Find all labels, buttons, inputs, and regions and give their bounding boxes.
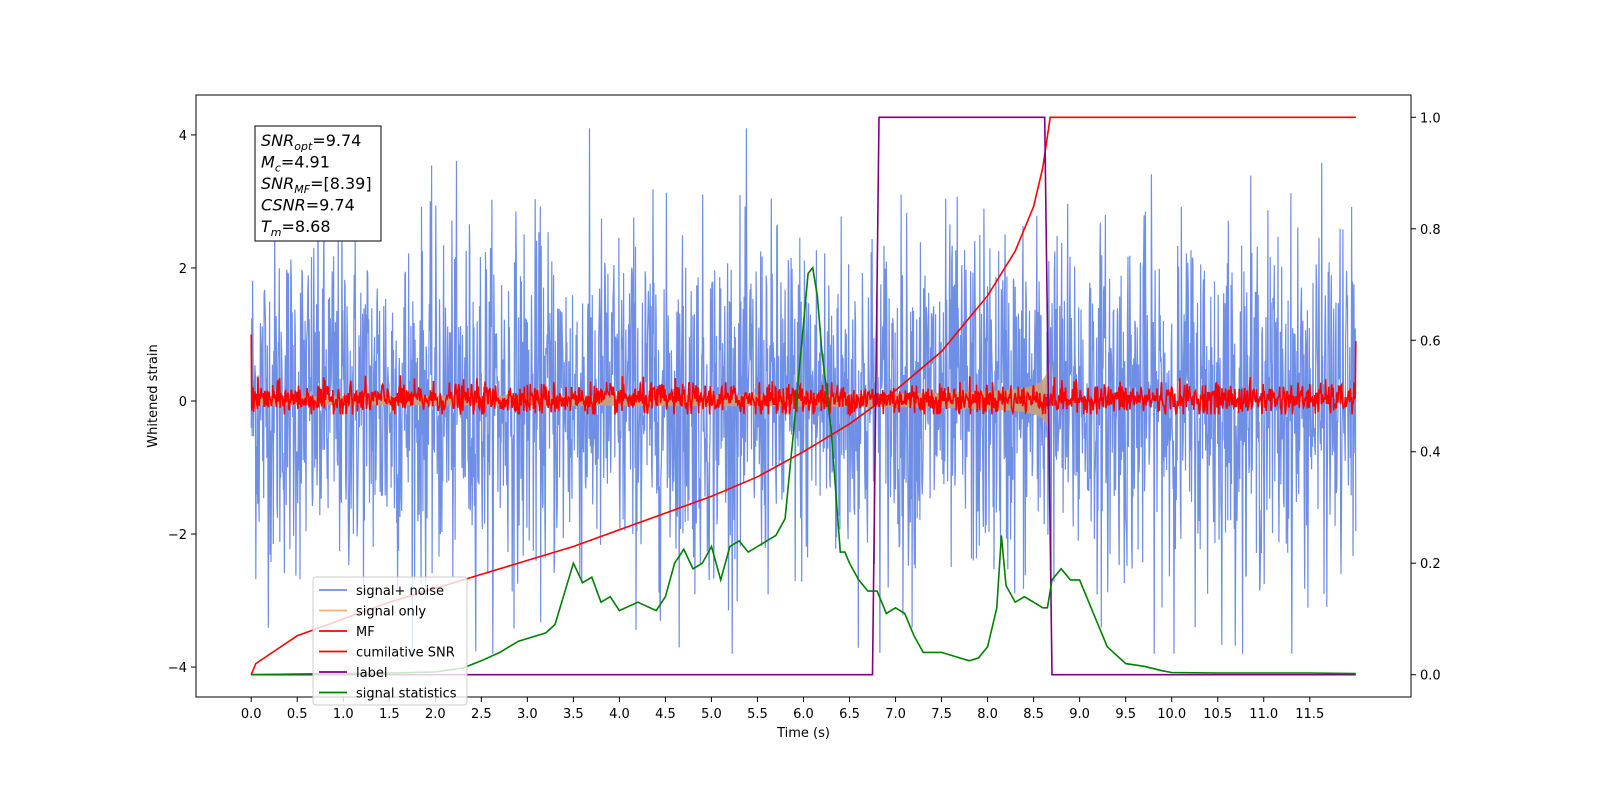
series-label-line: [251, 116, 1356, 676]
x-tick-label: 1.5: [379, 707, 400, 722]
legend-label: label: [356, 666, 387, 681]
legend-label: signal statistics: [356, 687, 457, 702]
x-tick-label: 11.5: [1295, 707, 1324, 722]
noise-layer: [250, 128, 1357, 654]
x-tick-label: 4.5: [655, 707, 676, 722]
annotation-line: SNRMF=[8.39]: [261, 174, 372, 196]
x-tick-label: 7.0: [885, 707, 906, 722]
series-mf-line: [250, 334, 1357, 418]
legend: signal+ noise signal only MF cumilative SNR…: [312, 576, 468, 706]
x-tick-label: 11.0: [1249, 707, 1278, 722]
annotation-line: Tm=8.68: [261, 217, 331, 239]
x-tick-label: 1.0: [333, 707, 354, 722]
x-tick-label: 8.0: [977, 707, 998, 722]
y2-tick-label: 0.4: [1420, 446, 1441, 461]
x-tick-label: 9.5: [1115, 707, 1136, 722]
x-tick-label: 2.0: [425, 707, 446, 722]
x-tick-label: 3.0: [517, 707, 538, 722]
annotation-frame: [254, 125, 382, 242]
y-tick-label: −4: [168, 661, 187, 676]
y2-tick-label: 1.0: [1420, 111, 1441, 126]
y-tick-label: −2: [168, 528, 187, 543]
y2-tick-label: 0.6: [1420, 334, 1441, 349]
x-tick-label: 6.5: [839, 707, 860, 722]
annotation-line: SNRopt=9.74: [261, 131, 361, 153]
x-axis-label: Time (s): [776, 726, 830, 741]
x-tick-label: 3.5: [563, 707, 584, 722]
x-tick-label: 8.5: [1023, 707, 1044, 722]
legend-frame: [312, 576, 468, 706]
x-tick-label: 0.5: [287, 707, 308, 722]
series-signal-statistics-line: [251, 265, 1356, 676]
axes-layer: 0.0 0.5 1.0 1.5 2.0 2.5 3.0 3.5 4.0 4.5 5.0 5.5 6.0 6…: [168, 111, 1441, 722]
annotation-line: CSNR=9.74: [261, 196, 355, 215]
legend-label: MF: [356, 625, 375, 640]
x-tick-label: 10.5: [1203, 707, 1232, 722]
x-tick-label: 10.0: [1157, 707, 1186, 722]
y-tick-label: 4: [179, 129, 187, 144]
x-tick-label: 5.0: [701, 707, 722, 722]
legend-label: cumilative SNR: [356, 646, 455, 661]
y-tick-label: 2: [179, 262, 187, 277]
y2-tick-label: 0.8: [1420, 223, 1441, 238]
legend-label: signal+ noise: [356, 584, 444, 599]
y2-tick-label: 0.0: [1420, 669, 1441, 684]
x-tick-label: 0.0: [241, 707, 262, 722]
y-axis-label: Whitened strain: [146, 344, 161, 447]
legend-label: signal only: [356, 605, 426, 620]
x-tick-label: 9.0: [1069, 707, 1090, 722]
x-tick-label: 2.5: [471, 707, 492, 722]
annotation-line: Mc=4.91: [261, 153, 330, 175]
y2-tick-label: 0.2: [1420, 557, 1441, 572]
y-tick-label: 0: [179, 395, 187, 410]
x-tick-label: 7.5: [931, 707, 952, 722]
x-tick-label: 4.0: [609, 707, 630, 722]
x-tick-label: 5.5: [747, 707, 768, 722]
x-tick-label: 6.0: [793, 707, 814, 722]
